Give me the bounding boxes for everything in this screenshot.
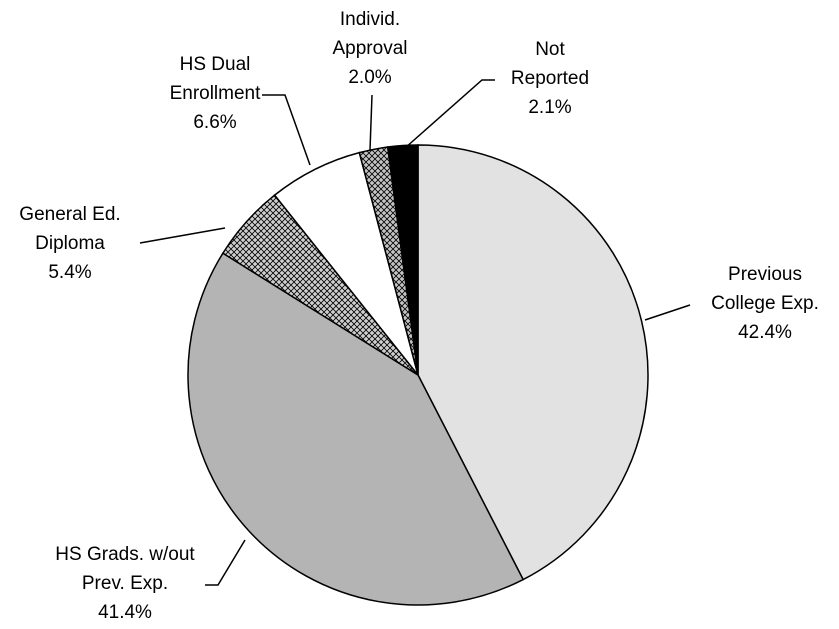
slice-label: Enrollment xyxy=(170,83,262,104)
slice-label: Reported xyxy=(511,68,589,89)
slice-value-label: 41.4% xyxy=(98,602,152,623)
slice-label: Approval xyxy=(333,38,408,59)
pie-slice xyxy=(417,144,649,581)
slice-value-label: 5.4% xyxy=(48,262,91,283)
leader-line xyxy=(139,227,226,244)
slice-value-label: 42.4% xyxy=(738,322,792,343)
slice-label: Previous xyxy=(728,264,802,285)
leader-line xyxy=(404,79,495,149)
leader-line xyxy=(262,94,311,166)
slice-label: Diploma xyxy=(35,233,105,254)
slice-value-label: 2.0% xyxy=(348,67,391,88)
leader-line xyxy=(369,94,373,151)
slice-value-label: 6.6% xyxy=(193,112,236,133)
pie-slice xyxy=(187,252,525,606)
leader-line xyxy=(644,304,691,321)
slice-value-label: 2.1% xyxy=(528,97,571,118)
slice-label: HS Dual xyxy=(180,54,251,75)
pie-slice xyxy=(386,144,419,376)
slice-label: Prev. Exp. xyxy=(82,573,168,594)
slice-hatch xyxy=(222,195,418,375)
slice-label: Not xyxy=(535,39,565,60)
slice-label: General Ed. xyxy=(19,204,120,225)
slice-label: HS Grads. w/out xyxy=(55,544,195,565)
leader-line xyxy=(205,539,246,586)
slice-label: College Exp. xyxy=(711,293,819,314)
slice-hatch xyxy=(359,147,418,375)
slice-label: Individ. xyxy=(340,9,400,30)
